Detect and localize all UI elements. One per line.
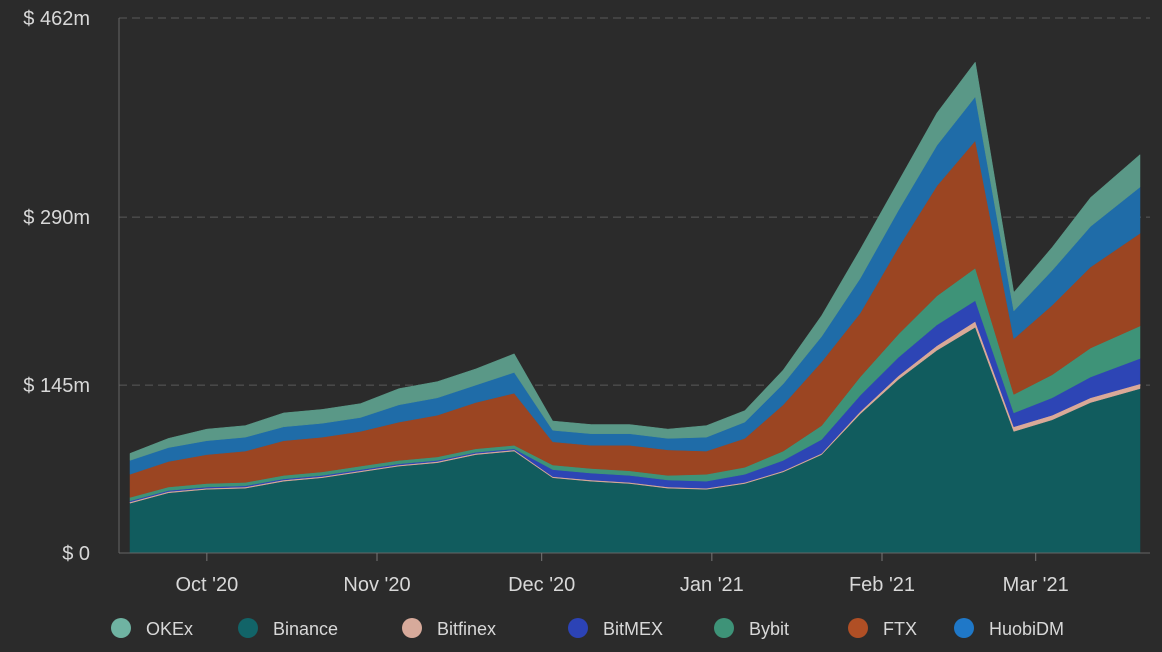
legend-item-binance[interactable]: Binance: [238, 618, 338, 639]
legend-item-okex[interactable]: OKEx: [111, 618, 193, 639]
legend-swatch: [402, 618, 422, 638]
area-series-okex: [129, 61, 1141, 461]
legend-swatch: [568, 618, 588, 638]
legend-swatch: [848, 618, 868, 638]
axes: [118, 18, 1150, 554]
legend-label: Bitfinex: [437, 619, 496, 639]
legend-item-bybit[interactable]: Bybit: [714, 618, 789, 639]
legend-label: FTX: [883, 619, 917, 639]
x-tick-label: Jan '21: [680, 574, 744, 596]
legend-label: BitMEX: [603, 619, 663, 639]
y-tick-label: $ 145m: [23, 375, 90, 397]
x-tick-label: Nov '20: [343, 574, 410, 596]
y-tick-labels: $ 0 $ 145m $ 290m $ 462m: [23, 8, 90, 565]
legend-swatch: [238, 618, 258, 638]
legend-item-ftx[interactable]: FTX: [848, 618, 917, 639]
x-tick-label: Oct '20: [175, 574, 238, 596]
legend-swatch: [111, 618, 131, 638]
x-tick-label: Mar '21: [1003, 574, 1069, 596]
legend-swatch: [954, 618, 974, 638]
legend-item-bitfinex[interactable]: Bitfinex: [402, 618, 496, 639]
x-tick-label: Dec '20: [508, 574, 575, 596]
x-tick-labels: Oct '20 Nov '20 Dec '20 Jan '21 Feb '21 Mar '…: [175, 553, 1069, 596]
y-tick-label: $ 290m: [23, 207, 90, 229]
legend[interactable]: OKEx Binance Bitfinex BitMEX Bybit FTX HuobiDM: [111, 618, 1064, 639]
y-tick-label: $ 462m: [23, 8, 90, 30]
legend-label: Binance: [273, 619, 338, 639]
legend-label: OKEx: [146, 619, 193, 639]
area-series-group: [129, 61, 1141, 554]
legend-item-huobidm[interactable]: HuobiDM: [954, 618, 1064, 639]
y-tick-label: $ 0: [62, 543, 90, 565]
legend-swatch: [714, 618, 734, 638]
legend-label: HuobiDM: [989, 619, 1064, 639]
legend-label: Bybit: [749, 619, 789, 639]
x-tick-label: Feb '21: [849, 574, 915, 596]
legend-item-bitmex[interactable]: BitMEX: [568, 618, 663, 639]
